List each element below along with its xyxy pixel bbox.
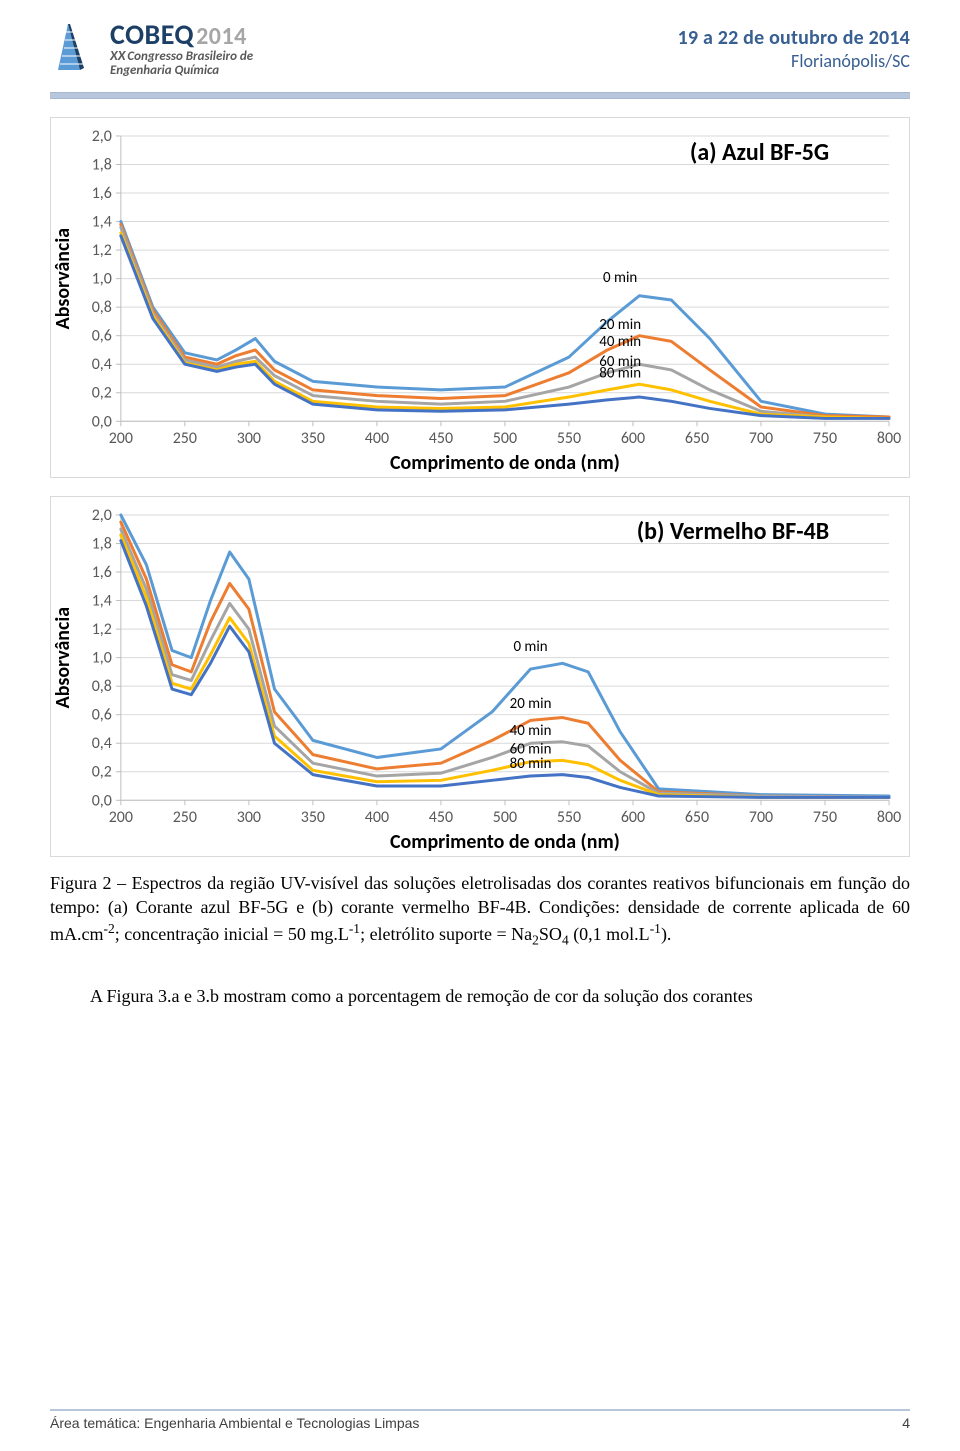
svg-text:500: 500 bbox=[493, 429, 517, 448]
svg-text:0,2: 0,2 bbox=[92, 383, 112, 402]
svg-text:350: 350 bbox=[301, 808, 325, 827]
figure-caption: Figura 2 – Espectros da região UV-visíve… bbox=[50, 871, 910, 949]
svg-text:200: 200 bbox=[109, 808, 133, 827]
svg-text:250: 250 bbox=[173, 808, 197, 827]
svg-text:700: 700 bbox=[749, 808, 773, 827]
svg-text:0,4: 0,4 bbox=[92, 355, 112, 374]
caption-lead: Figura 2 bbox=[50, 873, 112, 893]
bridge-icon bbox=[50, 20, 104, 74]
header-date: 19 a 22 de outubro de 2014 bbox=[678, 26, 910, 50]
svg-text:250: 250 bbox=[173, 429, 197, 448]
logo-sub-line-1: XXCongresso Brasileiro de bbox=[110, 49, 253, 64]
svg-text:1,2: 1,2 bbox=[92, 241, 112, 260]
svg-text:1,8: 1,8 bbox=[92, 155, 112, 174]
logo-sub-line-2: Engenharia Química bbox=[110, 64, 253, 78]
svg-text:800: 800 bbox=[877, 429, 901, 448]
caption-body-3: ; eletrólito suporte = Na bbox=[360, 924, 532, 944]
chart-svg: 0,00,20,40,60,81,01,21,41,61,82,02002503… bbox=[51, 118, 909, 477]
chart-svg: 0,00,20,40,60,81,01,21,41,61,82,02002503… bbox=[51, 497, 909, 856]
svg-text:650: 650 bbox=[685, 808, 709, 827]
svg-text:40 min: 40 min bbox=[599, 333, 641, 351]
footer-area: Área temática: Engenharia Ambiental e Te… bbox=[50, 1415, 419, 1431]
caption-body-2: ; concentração inicial = 50 mg.L bbox=[115, 924, 349, 944]
svg-text:0,4: 0,4 bbox=[92, 734, 112, 753]
svg-text:1,6: 1,6 bbox=[92, 184, 112, 203]
svg-text:1,0: 1,0 bbox=[92, 648, 112, 667]
svg-text:Absorvância: Absorvância bbox=[51, 228, 75, 329]
caption-sup-3: -1 bbox=[650, 921, 661, 936]
header-city: Florianópolis/SC bbox=[678, 50, 910, 72]
svg-text:400: 400 bbox=[365, 429, 389, 448]
svg-text:(b) Vermelho BF-4B: (b) Vermelho BF-4B bbox=[637, 517, 829, 546]
svg-text:0 min: 0 min bbox=[603, 268, 637, 286]
svg-text:1,4: 1,4 bbox=[92, 212, 112, 231]
svg-text:750: 750 bbox=[813, 808, 837, 827]
svg-text:1,2: 1,2 bbox=[92, 620, 112, 639]
svg-text:0,2: 0,2 bbox=[92, 763, 112, 782]
page: COBEQ2014 XXCongresso Brasileiro de Enge… bbox=[0, 0, 960, 1451]
svg-text:0,6: 0,6 bbox=[92, 706, 112, 725]
svg-text:Comprimento de onda (nm): Comprimento de onda (nm) bbox=[390, 830, 620, 854]
svg-text:1,0: 1,0 bbox=[92, 269, 112, 288]
svg-text:40 min: 40 min bbox=[510, 722, 552, 740]
header-right: 19 a 22 de outubro de 2014 Florianópolis… bbox=[678, 26, 910, 72]
svg-text:550: 550 bbox=[557, 429, 581, 448]
svg-text:550: 550 bbox=[557, 808, 581, 827]
svg-text:20 min: 20 min bbox=[510, 695, 552, 713]
caption-sup-2: -1 bbox=[349, 921, 360, 936]
svg-text:1,4: 1,4 bbox=[92, 591, 112, 610]
svg-text:2,0: 2,0 bbox=[92, 127, 112, 146]
svg-text:300: 300 bbox=[237, 429, 261, 448]
svg-text:200: 200 bbox=[109, 429, 133, 448]
conference-logo: COBEQ2014 XXCongresso Brasileiro de Enge… bbox=[50, 20, 253, 78]
figure-b: 0,00,20,40,60,81,01,21,41,61,82,02002503… bbox=[50, 496, 910, 857]
caption-dash: – bbox=[112, 873, 132, 893]
svg-text:650: 650 bbox=[685, 429, 709, 448]
page-footer: Área temática: Engenharia Ambiental e Te… bbox=[50, 1409, 910, 1431]
caption-sup-1: -2 bbox=[104, 921, 115, 936]
svg-text:450: 450 bbox=[429, 808, 453, 827]
svg-text:300: 300 bbox=[237, 808, 261, 827]
logo-prefix: XX bbox=[110, 49, 125, 64]
logo-year: 2014 bbox=[196, 22, 247, 51]
svg-text:80 min: 80 min bbox=[599, 364, 641, 382]
svg-text:Absorvância: Absorvância bbox=[51, 607, 75, 708]
page-header: COBEQ2014 XXCongresso Brasileiro de Enge… bbox=[50, 20, 910, 86]
svg-text:(a) Azul BF-5G: (a) Azul BF-5G bbox=[690, 138, 829, 167]
logo-text-block: COBEQ2014 XXCongresso Brasileiro de Enge… bbox=[110, 20, 253, 78]
caption-body-6: ). bbox=[661, 924, 672, 944]
svg-text:0,8: 0,8 bbox=[92, 298, 112, 317]
svg-text:Comprimento de onda (nm): Comprimento de onda (nm) bbox=[390, 451, 620, 475]
logo-main-line: COBEQ2014 bbox=[110, 20, 253, 49]
caption-sub-2: 4 bbox=[562, 932, 569, 947]
caption-sub-1: 2 bbox=[532, 932, 539, 947]
caption-body-4: SO bbox=[539, 924, 562, 944]
svg-text:1,8: 1,8 bbox=[92, 534, 112, 553]
body-paragraph: A Figura 3.a e 3.b mostram como a porcen… bbox=[50, 983, 910, 1010]
svg-text:80 min: 80 min bbox=[510, 755, 552, 773]
svg-text:600: 600 bbox=[621, 429, 645, 448]
svg-text:500: 500 bbox=[493, 808, 517, 827]
svg-text:0,8: 0,8 bbox=[92, 677, 112, 696]
svg-text:20 min: 20 min bbox=[599, 316, 641, 334]
svg-text:0,6: 0,6 bbox=[92, 326, 112, 345]
svg-text:2,0: 2,0 bbox=[92, 506, 112, 525]
svg-text:1,6: 1,6 bbox=[92, 563, 112, 582]
svg-text:350: 350 bbox=[301, 429, 325, 448]
caption-body-5: (0,1 mol.L bbox=[569, 924, 650, 944]
header-rule bbox=[50, 92, 910, 99]
figure-a: 0,00,20,40,60,81,01,21,41,61,82,02002503… bbox=[50, 117, 910, 478]
svg-text:450: 450 bbox=[429, 429, 453, 448]
svg-text:400: 400 bbox=[365, 808, 389, 827]
svg-text:750: 750 bbox=[813, 429, 837, 448]
svg-text:800: 800 bbox=[877, 808, 901, 827]
svg-text:0 min: 0 min bbox=[513, 638, 547, 656]
svg-text:700: 700 bbox=[749, 429, 773, 448]
svg-text:600: 600 bbox=[621, 808, 645, 827]
footer-pageno: 4 bbox=[902, 1415, 910, 1431]
